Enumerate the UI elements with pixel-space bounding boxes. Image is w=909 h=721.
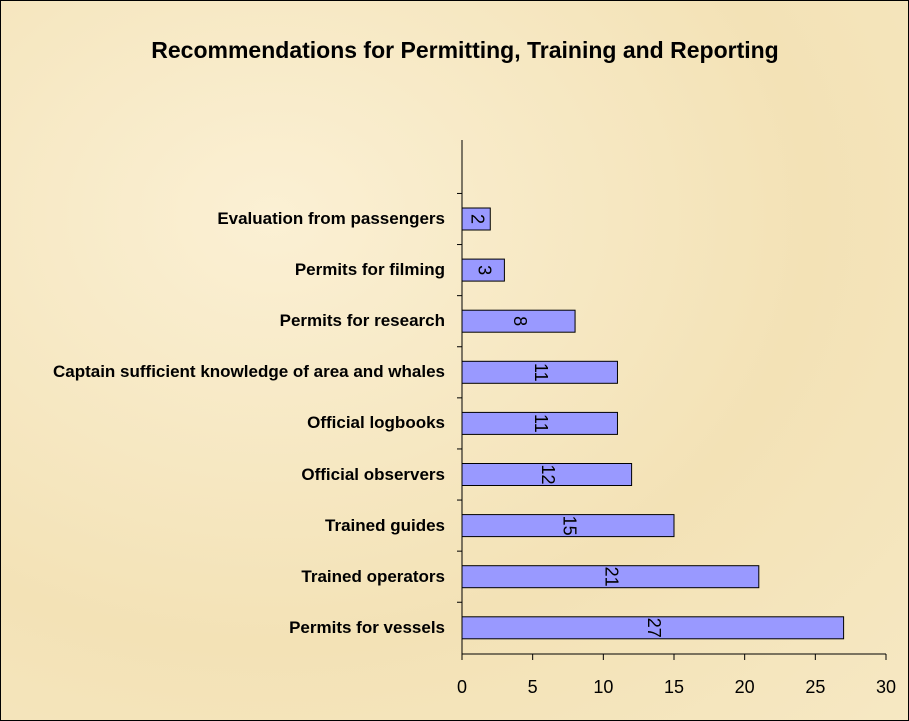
y-tick-label: Permits for research (279, 311, 445, 331)
data-label: 11 (531, 414, 551, 433)
data-label: 3 (474, 265, 494, 275)
y-tick-label: Captain sufficient knowledge of area and… (52, 362, 445, 382)
y-tick-label: Official logbooks (307, 413, 445, 433)
x-tick-label: 15 (664, 677, 684, 697)
y-tick-label: Trained guides (325, 515, 445, 535)
bar (461, 258, 505, 282)
bar (461, 514, 675, 538)
bar (461, 360, 618, 384)
y-tick-label: Official observers (301, 464, 445, 484)
bar (461, 565, 760, 589)
data-label: 8 (510, 316, 530, 326)
data-label: 11 (531, 363, 551, 382)
x-tick-label: 20 (735, 677, 755, 697)
data-label: 12 (538, 464, 558, 484)
y-tick-label: Trained operators (301, 566, 445, 586)
bar (461, 411, 618, 435)
x-tick-label: 25 (805, 677, 825, 697)
x-tick-label: 10 (593, 677, 613, 697)
data-label: 2 (467, 214, 487, 224)
data-label: 15 (559, 516, 579, 536)
data-label: 27 (644, 618, 664, 638)
x-tick-label: 30 (876, 677, 896, 697)
y-tick-label: Permits for vessels (289, 617, 445, 637)
chart-title: Recommendations for Permitting, Training… (151, 37, 779, 63)
bar (461, 463, 633, 486)
bar (461, 207, 491, 231)
bar (461, 616, 845, 640)
y-tick-label: Evaluation from passengers (217, 209, 445, 228)
y-tick-label: Permits for filming (294, 260, 445, 280)
bar (461, 309, 576, 333)
data-label: 21 (602, 567, 622, 587)
x-tick-label: 0 (457, 677, 467, 697)
x-tick-label: 5 (528, 677, 538, 697)
